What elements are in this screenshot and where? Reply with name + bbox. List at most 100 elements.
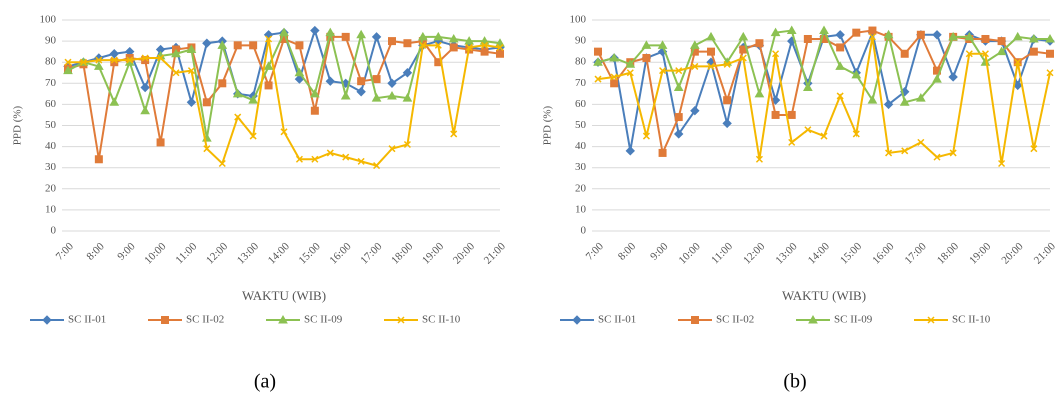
legend-label: SC II-09 — [304, 314, 343, 326]
data-point — [264, 81, 273, 90]
data-point — [625, 59, 636, 68]
data-point — [609, 52, 620, 62]
data-point — [140, 82, 150, 93]
data-point — [372, 75, 381, 84]
x-axis-title: WAKTU (WIB) — [782, 288, 866, 303]
data-point — [387, 90, 397, 100]
data-point — [996, 46, 1007, 56]
data-point — [402, 93, 413, 102]
data-point — [949, 149, 957, 157]
y-tick-label: 90 — [45, 35, 57, 47]
data-point — [373, 162, 381, 170]
data-point — [387, 78, 397, 89]
data-point — [593, 57, 603, 66]
data-point — [610, 79, 619, 88]
data-point — [852, 130, 860, 138]
data-point — [883, 99, 894, 110]
y-tick-label: 80 — [45, 56, 57, 68]
data-point — [342, 153, 350, 161]
data-point — [481, 41, 489, 49]
data-point — [674, 129, 684, 139]
legend-marker — [278, 314, 288, 324]
legend-marker — [161, 316, 169, 324]
x-tick-label: 17:00 — [903, 240, 930, 267]
y-tick-label: 70 — [45, 77, 57, 89]
data-point — [172, 69, 180, 77]
data-point — [371, 32, 382, 42]
data-point — [450, 130, 458, 138]
data-point — [658, 148, 667, 157]
x-tick-label: 21:00 — [1032, 240, 1057, 267]
data-point — [340, 90, 351, 100]
data-point — [202, 38, 212, 48]
data-point — [948, 31, 959, 41]
data-point — [770, 27, 781, 37]
data-point — [448, 33, 459, 43]
data-point — [610, 73, 618, 81]
data-point — [998, 159, 1006, 168]
data-point — [819, 25, 829, 35]
x-tick-label: 20:00 — [451, 240, 478, 267]
data-point — [899, 97, 910, 106]
data-point — [883, 29, 894, 39]
y-axis-title: PPD (%) — [12, 105, 24, 145]
legend-label: SC II-10 — [952, 314, 991, 326]
data-point — [496, 43, 504, 51]
data-point — [388, 145, 396, 153]
legend-marker — [691, 316, 699, 324]
y-tick-label: 20 — [575, 182, 587, 194]
x-tick-label: 14:00 — [806, 240, 833, 267]
data-point — [722, 118, 732, 129]
y-tick-label: 30 — [45, 161, 57, 173]
y-tick-label: 20 — [45, 182, 57, 194]
data-point — [157, 54, 165, 62]
data-point — [916, 30, 925, 39]
data-point — [311, 155, 319, 163]
data-point — [868, 26, 877, 35]
data-point — [433, 31, 444, 41]
data-point — [203, 145, 211, 153]
data-point — [932, 74, 942, 83]
series-line — [67, 30, 501, 139]
data-point — [932, 30, 942, 40]
data-point — [723, 60, 731, 68]
data-point — [464, 36, 475, 45]
data-point — [64, 58, 72, 66]
data-point — [707, 62, 715, 70]
data-point — [171, 48, 181, 58]
data-point — [94, 155, 103, 164]
data-point — [249, 132, 257, 140]
data-point — [95, 56, 103, 64]
data-point — [1012, 31, 1023, 41]
x-tick-label: 14:00 — [266, 240, 293, 267]
data-point — [803, 34, 812, 43]
legend-label: SC II-01 — [598, 314, 636, 326]
x-tick-label: 12:00 — [204, 240, 231, 267]
legend-label: SC II-10 — [422, 314, 461, 326]
legend-label: SC II-09 — [834, 314, 873, 326]
data-point — [659, 67, 667, 75]
data-point — [63, 65, 73, 75]
data-point — [885, 149, 893, 157]
x-tick-label: 7:00 — [584, 240, 607, 263]
data-point — [265, 35, 273, 43]
data-point — [707, 47, 715, 56]
data-point — [820, 132, 828, 140]
y-tick-label: 10 — [575, 203, 587, 215]
legend-marker — [42, 315, 52, 325]
data-point — [1046, 49, 1054, 58]
data-point — [981, 34, 990, 43]
data-point — [626, 69, 634, 77]
data-point — [933, 153, 941, 161]
data-point — [263, 30, 274, 40]
data-point — [325, 27, 336, 37]
data-point — [867, 95, 878, 104]
y-tick-label: 100 — [570, 14, 587, 26]
data-point — [690, 106, 700, 116]
data-point — [804, 126, 812, 134]
y-tick-label: 90 — [575, 35, 587, 47]
data-point — [1014, 58, 1022, 66]
data-point — [787, 110, 796, 119]
data-point — [723, 96, 732, 105]
data-point — [480, 47, 489, 56]
